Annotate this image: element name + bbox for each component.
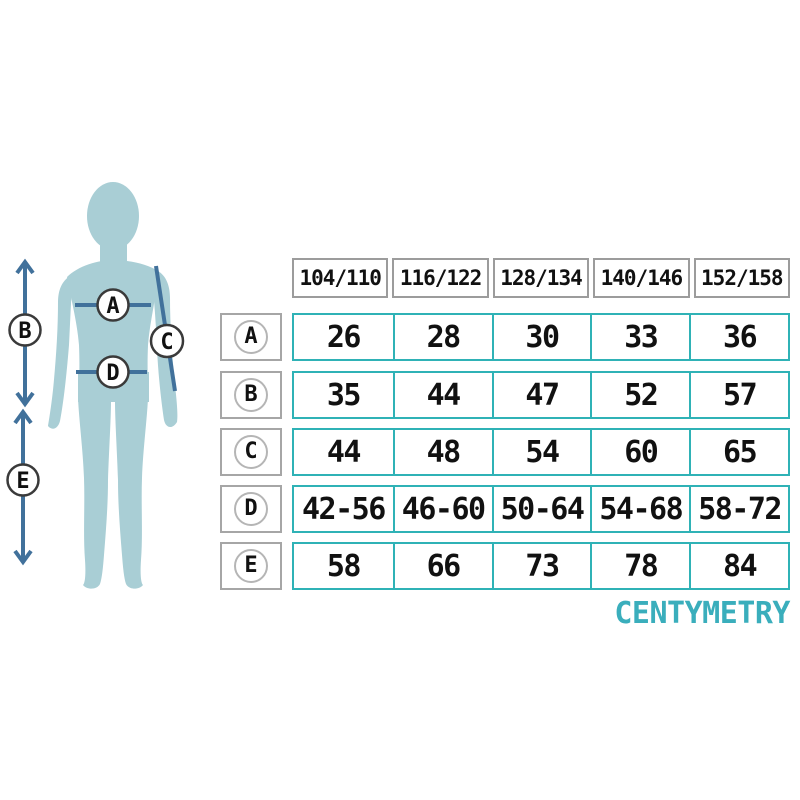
arrow-up-icon: [15, 258, 35, 275]
figure-label-c: C: [160, 330, 173, 355]
brand-watermark: CENTYMETRY: [614, 596, 790, 631]
table-cell: 26: [326, 319, 362, 355]
row-label-e: E: [220, 542, 282, 590]
table-cell: 42-56: [301, 491, 386, 527]
table-cell: 60: [590, 430, 689, 474]
figure-label-circle-b: [8, 313, 42, 347]
figure-label-circle-c: [149, 323, 185, 359]
row-label-circle: A: [234, 320, 268, 354]
table-cell: 35: [326, 377, 362, 413]
column-header: 116/122: [392, 258, 489, 298]
table-row-c: 44 48 54 60 65: [292, 428, 790, 476]
table-row-e: 58 66 73 78 84: [292, 542, 790, 590]
figure-label-e: E: [16, 469, 29, 494]
table-cell: 66: [392, 544, 492, 588]
table-cell: 28: [392, 315, 492, 359]
table-cell: 58-72: [689, 487, 788, 531]
figure-label-a: A: [106, 294, 119, 319]
figure-label-b: B: [18, 319, 31, 344]
row-label-b: B: [220, 371, 282, 419]
row-label-circle: B: [234, 378, 268, 412]
table-cell: 54: [491, 430, 591, 474]
row-label-circle: D: [234, 492, 268, 526]
figure-torso: [67, 260, 158, 396]
figure-left-leg: [78, 398, 111, 589]
table-row-b: 35 44 47 52 57: [292, 371, 790, 419]
figure-silhouette: [48, 182, 178, 589]
figure-label-circles: A B C D E: [6, 288, 185, 497]
figure-label-circle-a: [96, 288, 130, 322]
table-cell: 47: [491, 373, 591, 417]
table-cell: 46-60: [392, 487, 492, 531]
row-label-circle: C: [234, 435, 268, 469]
table-cell: 57: [689, 373, 788, 417]
table-cell: 50-64: [491, 487, 591, 531]
row-label-c: C: [220, 428, 282, 476]
figure-label-circle-d: [96, 355, 130, 389]
table-cell: 78: [590, 544, 689, 588]
column-header: 140/146: [593, 258, 690, 298]
figure-label-circle-e: [6, 463, 40, 497]
figure-head: [87, 182, 139, 250]
column-header: 152/158: [693, 258, 790, 298]
arrow-down-icon: [15, 391, 35, 408]
row-label-circle: E: [234, 549, 268, 583]
figure-left-arm: [48, 276, 72, 429]
table-cell: 48: [392, 430, 492, 474]
figure-right-leg: [115, 398, 148, 589]
figure-neck: [100, 235, 127, 265]
row-label-a: A: [220, 313, 282, 361]
table-cell: 44: [392, 373, 492, 417]
table-cell: 58: [326, 548, 362, 584]
arrow-down-icon: [13, 549, 33, 566]
row-label-d: D: [220, 485, 282, 533]
table-cell: 54-68: [590, 487, 689, 531]
table-cell: 84: [689, 544, 788, 588]
size-table-header-row: 104/110 116/122 128/134 140/146 152/158: [292, 258, 790, 298]
table-cell: 44: [326, 434, 362, 470]
table-row-a: 26 28 30 33 36: [292, 313, 790, 361]
table-cell: 36: [689, 315, 788, 359]
table-cell: 33: [590, 315, 689, 359]
body-measurement-diagram: A B C D E: [6, 182, 185, 589]
column-header: 104/110: [292, 258, 389, 298]
column-header: 128/134: [492, 258, 590, 298]
table-cell: 30: [491, 315, 591, 359]
table-cell: 73: [491, 544, 591, 588]
table-row-d: 42-56 46-60 50-64 54-68 58-72: [292, 485, 790, 533]
table-cell: 52: [590, 373, 689, 417]
table-cell: 65: [689, 430, 788, 474]
figure-label-d: D: [106, 361, 119, 386]
arrow-up-icon: [13, 408, 33, 425]
